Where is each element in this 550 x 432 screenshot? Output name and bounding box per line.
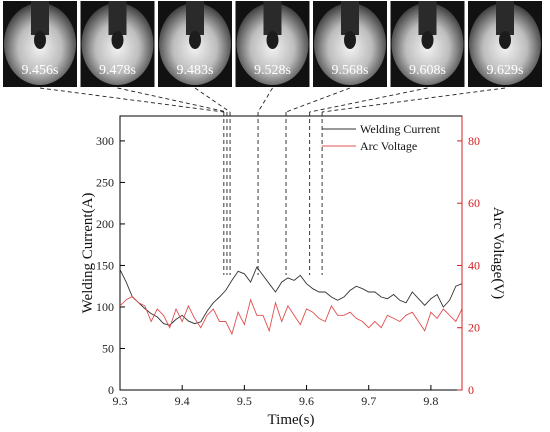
frame-electrode	[341, 1, 359, 35]
x-axis-title: Time(s)	[268, 412, 315, 428]
left-y-tick-label: 300	[96, 134, 114, 148]
frame-electrode	[31, 1, 49, 35]
frame-electrode	[263, 1, 282, 35]
right-y-tick-label: 40	[468, 258, 480, 272]
frame-droplet	[421, 31, 434, 49]
welding-current-line	[120, 266, 462, 326]
right-y-tick-label: 80	[468, 134, 480, 148]
frame-droplet	[266, 31, 279, 49]
frame-5: 9.568s	[313, 1, 387, 87]
legend-label-current: Welding Current	[360, 122, 441, 136]
frame-1: 9.456s	[3, 1, 77, 87]
frame-3: 9.483s	[158, 1, 232, 87]
frame-droplet	[111, 31, 124, 49]
right-y-axis-ticks: 0 20 40 60 80	[457, 134, 480, 397]
x-tick-label: 9.3	[113, 394, 128, 408]
frame-time-label: 9.608s	[409, 63, 446, 78]
plot-area: 9.3 9.4 9.5 9.6 9.7 9.8 0 50 100 150 200 250 300 0 2…	[96, 112, 480, 408]
connector-line	[322, 87, 506, 113]
left-y-tick-label: 100	[96, 300, 114, 314]
x-tick-label: 9.8	[423, 394, 438, 408]
x-tick-label: 9.4	[175, 394, 190, 408]
frame-time-label: 9.483s	[177, 63, 214, 78]
x-tick-label: 9.5	[237, 394, 252, 408]
x-tick-label: 9.6	[299, 394, 314, 408]
x-axis-ticks: 9.3 9.4 9.5 9.6 9.7 9.8	[113, 385, 438, 408]
frame-time-label: 9.568s	[332, 63, 369, 78]
series-lines	[120, 266, 462, 336]
frame-6: 9.608s	[390, 1, 465, 87]
frame-droplet	[189, 31, 201, 49]
high-speed-frames-strip: 9.456s 9.478s 9.483s 9.528s 9.568s 9.608s 9.62…	[3, 1, 542, 87]
left-y-tick-label: 250	[96, 175, 114, 189]
frame-time-label: 9.528s	[254, 63, 291, 78]
left-y-tick-label: 150	[96, 258, 114, 272]
connector-line	[39, 87, 224, 113]
legend-label-voltage: Arc Voltage	[360, 139, 417, 153]
frame-time-label: 9.629s	[487, 63, 524, 78]
legend: Welding Current Arc Voltage	[322, 122, 441, 153]
right-y-tick-label: 0	[468, 383, 474, 397]
right-y-axis-title: Arc Voltage(V)	[490, 207, 506, 299]
frame-droplet	[499, 31, 511, 49]
frame-electrode	[186, 1, 204, 35]
connector-line	[194, 87, 231, 113]
frame-electrode	[418, 1, 437, 35]
right-y-tick-label: 20	[468, 321, 480, 335]
connector-line	[309, 87, 428, 113]
connector-line	[257, 87, 273, 113]
frame-droplet	[344, 31, 356, 49]
frame-electrode	[496, 1, 514, 35]
left-y-tick-label: 0	[108, 383, 114, 397]
left-y-tick-label: 200	[96, 217, 114, 231]
frame-time-markers	[223, 112, 323, 275]
frame-electrode	[108, 1, 127, 35]
x-tick-label: 9.7	[361, 394, 376, 408]
frame-4: 9.528s	[235, 1, 310, 87]
frame-connector-lines	[39, 87, 506, 113]
arc-voltage-line	[120, 296, 462, 336]
frame-7: 9.629s	[468, 1, 542, 87]
left-y-axis-title: Welding Current(A)	[80, 193, 96, 314]
connector-line	[117, 87, 228, 113]
connector-line	[285, 87, 351, 113]
frame-time-label: 9.456s	[22, 63, 59, 78]
plot-frame	[119, 115, 463, 391]
right-y-tick-label: 60	[468, 196, 480, 210]
frame-droplet	[34, 31, 46, 49]
frame-time-label: 9.478s	[99, 63, 136, 78]
left-y-axis-ticks: 0 50 100 150 200 250 300	[96, 134, 125, 397]
frame-2: 9.478s	[80, 1, 155, 87]
left-y-tick-label: 50	[102, 341, 114, 355]
